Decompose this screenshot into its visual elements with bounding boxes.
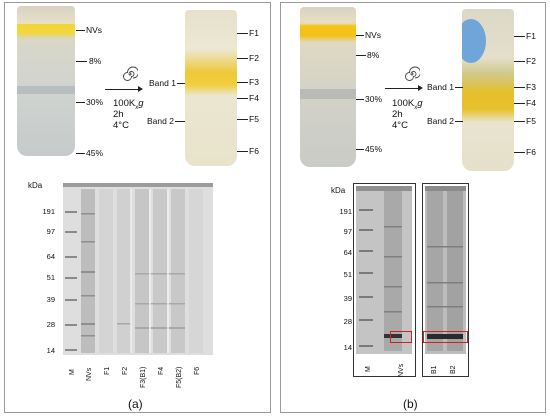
band2-b: Band 2 xyxy=(427,116,454,126)
highlight-box-bands xyxy=(423,331,468,343)
tube-before-a xyxy=(17,6,75,156)
panel-b: NVs 8% 30% 45% 100Kxg 2h 4°C Band 1 Band… xyxy=(280,2,546,413)
tube-before-b xyxy=(300,7,356,167)
panel-label-a: (a) xyxy=(128,397,143,411)
centrifuge-temp-b: 4°C xyxy=(392,120,408,131)
layer-45-a: 45% xyxy=(86,148,104,158)
marker-64-a: 64 xyxy=(46,252,55,261)
lane-nvs-b: NVs xyxy=(398,363,405,377)
fraction-f2-b: F2 xyxy=(526,56,536,66)
centrifuge-speed-a: 100Kxg xyxy=(113,98,144,111)
lane-m-b: M xyxy=(365,366,372,372)
panel-a: NVs 8% 30% 45% 100Kxg 2h 4°C Band 1 Band… xyxy=(4,2,271,413)
marker-97-b: 97 xyxy=(343,227,352,236)
layer-8-b: 8% xyxy=(367,50,380,60)
marker-28-b: 28 xyxy=(343,317,352,326)
centrifuge-speed-b: 100Kxg xyxy=(392,98,423,111)
gel-image-a xyxy=(63,183,213,355)
gel-unit-b: kDa xyxy=(331,186,346,195)
centrifuge-time-b: 2h xyxy=(392,109,403,120)
marker-51-b: 51 xyxy=(343,270,352,279)
lane-f6-a: F6 xyxy=(194,366,201,375)
fraction-f3-b: F3 xyxy=(526,82,536,92)
marker-28-a: 28 xyxy=(46,320,55,329)
fraction-f3-a: F3 xyxy=(249,77,259,87)
gel-image-left-b xyxy=(356,186,412,354)
band1-a: Band 1 xyxy=(149,78,176,88)
layer-nvs-b: NVs xyxy=(365,30,382,40)
centrifuge-temp-a: 4°C xyxy=(113,120,129,131)
marker-14-a: 14 xyxy=(46,346,55,355)
lane-b1-b: B1 xyxy=(431,365,438,374)
gel-frame-right-b xyxy=(422,183,469,377)
panel-label-b: (b) xyxy=(403,397,418,411)
gel-image-right-b xyxy=(425,186,466,354)
layer-nvs-a: NVs xyxy=(86,25,103,35)
gel-unit-a: kDa xyxy=(28,181,43,190)
centrifuge-spiral-icon xyxy=(123,66,138,81)
highlight-box-nvs xyxy=(390,331,412,343)
lane-m-a: M xyxy=(69,369,76,375)
lane-f5-a: F5(B2) xyxy=(176,366,183,388)
marker-51-a: 51 xyxy=(46,273,55,282)
band2-a: Band 2 xyxy=(147,116,174,126)
fraction-f2-a: F2 xyxy=(249,53,259,63)
band1-b: Band 1 xyxy=(427,82,454,92)
marker-97-a: 97 xyxy=(46,227,55,236)
layer-30-b: 30% xyxy=(365,94,383,104)
lane-b2-b: B2 xyxy=(450,365,457,374)
gel-frame-left-b xyxy=(353,183,416,377)
lane-f3-a: F3(B1) xyxy=(140,366,147,388)
lane-nvs-a: NVs xyxy=(86,367,93,381)
tube-after-a xyxy=(185,10,237,166)
lane-f2-a: F2 xyxy=(122,366,129,375)
fraction-f6-b: F6 xyxy=(526,147,536,157)
lane-f1-a: F1 xyxy=(104,366,111,375)
centrifuge-time-a: 2h xyxy=(113,109,124,120)
layer-8-a: 8% xyxy=(89,56,102,66)
fraction-f5-b: F5 xyxy=(526,116,536,126)
marker-14-b: 14 xyxy=(343,343,352,352)
fraction-f1-b: F1 xyxy=(526,31,536,41)
marker-39-b: 39 xyxy=(343,294,352,303)
fraction-f5-a: F5 xyxy=(249,114,259,124)
marker-64-b: 64 xyxy=(343,248,352,257)
marker-39-a: 39 xyxy=(46,295,55,304)
fraction-f4-a: F4 xyxy=(249,93,259,103)
fraction-f4-b: F4 xyxy=(526,98,536,108)
layer-30-a: 30% xyxy=(86,97,104,107)
marker-191-b: 191 xyxy=(339,207,352,216)
fraction-f1-a: F1 xyxy=(249,28,259,38)
centrifuge-spiral-icon xyxy=(405,66,420,81)
layer-45-b: 45% xyxy=(365,144,383,154)
fraction-f6-a: F6 xyxy=(249,146,259,156)
marker-191-a: 191 xyxy=(42,207,55,216)
tube-after-b xyxy=(462,9,514,171)
lane-f4-a: F4 xyxy=(158,366,165,375)
